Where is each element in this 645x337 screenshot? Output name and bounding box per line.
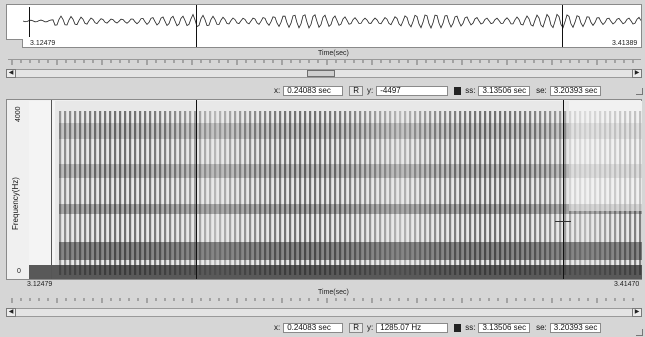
cursor-x-label: x: <box>274 323 280 332</box>
spectrogram-selection-end-line[interactable] <box>563 100 564 279</box>
selection-end-label: se: <box>536 86 547 95</box>
waveform-status-bar: x: 0.24083 sec R y: -4497 ss: 3.13506 se… <box>274 85 601 96</box>
crosshair-marker <box>555 221 571 222</box>
resize-grip-icon[interactable] <box>636 88 643 95</box>
spectrogram-start-time-label: 3.12479 <box>27 281 52 288</box>
cursor-y-label: y: <box>367 86 373 95</box>
spectrogram-horizontal-scrollbar[interactable]: ◀ ▶ <box>6 308 642 317</box>
cursor-y-label: y: <box>367 323 373 332</box>
cursor-x-value: 0.24083 sec <box>283 323 343 333</box>
resize-grip-icon[interactable] <box>636 329 643 336</box>
r-button[interactable]: R <box>349 323 363 333</box>
spectrogram-selection-start-line[interactable] <box>51 100 52 279</box>
waveform-scroll-thumb[interactable] <box>307 70 335 77</box>
selection-square-icon <box>454 87 461 95</box>
selection-end-value: 3.20393 sec <box>550 86 602 96</box>
waveform-cursor-line[interactable] <box>196 5 197 47</box>
waveform-time-ruler <box>8 59 641 65</box>
selection-end-label: se: <box>536 323 547 332</box>
selection-start-label: ss: <box>465 86 475 95</box>
frequency-max-label: 4000 <box>15 106 22 122</box>
waveform-panel[interactable] <box>22 4 642 48</box>
r-button[interactable]: R <box>349 86 363 96</box>
waveform-horizontal-scrollbar[interactable]: ◀ ▶ <box>6 69 642 78</box>
spectrogram-cursor-line[interactable] <box>196 100 197 279</box>
spectrogram-time-axis-title: Time(sec) <box>318 289 349 296</box>
scroll-right-icon[interactable]: ▶ <box>632 69 642 78</box>
spectrogram-end-time-label: 3.41470 <box>614 281 639 288</box>
cursor-x-label: x: <box>274 86 280 95</box>
scroll-left-icon[interactable]: ◀ <box>6 308 16 317</box>
waveform-left-gutter <box>6 4 23 40</box>
selection-end-value: 3.20393 sec <box>550 323 602 333</box>
waveform-selection-end-line[interactable] <box>562 5 563 47</box>
waveform-end-time-label: 3.41389 <box>612 40 637 47</box>
spectrogram-time-ruler <box>8 298 641 304</box>
spectrogram-image[interactable] <box>29 101 642 279</box>
waveform-start-time-label: 3.12479 <box>30 40 55 47</box>
waveform-time-axis-title: Time(sec) <box>318 50 349 57</box>
cursor-y-value: -4497 <box>376 86 448 96</box>
scroll-right-icon[interactable]: ▶ <box>632 308 642 317</box>
selection-start-label: ss: <box>465 323 475 332</box>
cursor-x-value: 0.24083 sec <box>283 86 343 96</box>
scroll-left-icon[interactable]: ◀ <box>6 69 16 78</box>
spectrogram-status-bar: x: 0.24083 sec R y: 1285.07 Hz ss: 3.135… <box>274 322 601 333</box>
waveform-selection-start-line[interactable] <box>29 7 30 37</box>
selection-start-value: 3.13506 sec <box>478 323 530 333</box>
spectrogram-panel[interactable]: Frequency(Hz) 4000 0 <box>6 99 642 280</box>
selection-start-value: 3.13506 sec <box>478 86 530 96</box>
frequency-min-label: 0 <box>17 268 21 275</box>
waveform-trace <box>23 14 641 28</box>
frequency-axis-title: Frequency(Hz) <box>11 177 20 230</box>
cursor-y-value: 1285.07 Hz <box>376 323 448 333</box>
selection-square-icon <box>454 324 461 332</box>
waveform-plot[interactable] <box>23 7 641 41</box>
